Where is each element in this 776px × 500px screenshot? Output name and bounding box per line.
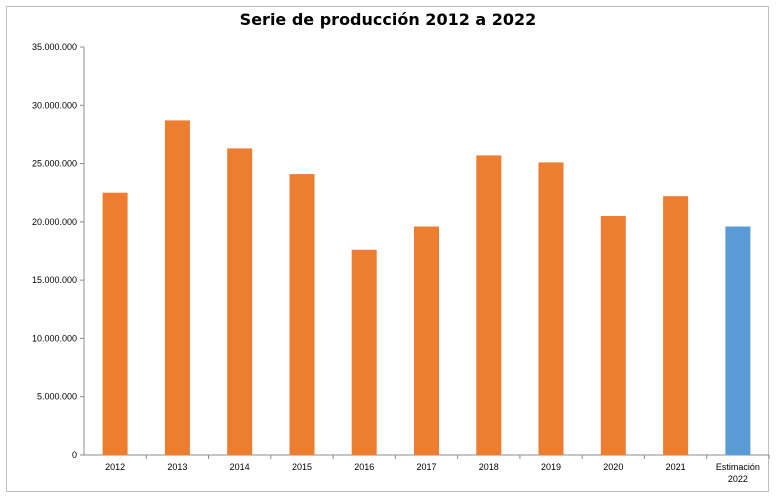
bar xyxy=(102,192,128,455)
x-tick-label: 2018 xyxy=(479,462,499,472)
x-tick-label: Estimación 2022 xyxy=(716,462,760,484)
bar xyxy=(351,249,377,455)
x-tick-label: 2016 xyxy=(354,462,374,472)
x-tick-label: 2017 xyxy=(416,462,436,472)
y-tick-label: 25.000.000 xyxy=(32,159,77,169)
x-tick-label: 2012 xyxy=(105,462,125,472)
bar xyxy=(414,226,439,455)
bar xyxy=(725,226,751,455)
y-tick-label: 15.000.000 xyxy=(32,275,77,285)
bar xyxy=(476,155,502,455)
bar xyxy=(164,120,190,456)
bar xyxy=(663,196,689,455)
x-tick-label: 2014 xyxy=(230,462,250,472)
chart-title: Serie de producción 2012 a 2022 xyxy=(239,10,537,29)
bar xyxy=(289,174,315,455)
bar xyxy=(600,216,626,455)
y-tick-label: 0 xyxy=(72,450,77,460)
x-tick-label: 2020 xyxy=(603,462,623,472)
y-tick-label: 30.000.000 xyxy=(32,100,77,110)
y-tick-label: 10.000.000 xyxy=(32,333,77,343)
x-tick-label: 2013 xyxy=(167,462,187,472)
bar xyxy=(538,162,564,455)
chart-frame xyxy=(6,6,769,492)
y-tick-label: 35.000.000 xyxy=(32,42,77,52)
y-tick-label: 5.000.000 xyxy=(37,392,77,402)
x-tick-label: 2015 xyxy=(292,462,312,472)
y-tick-label: 20.000.000 xyxy=(32,217,77,227)
x-tick-label: 2019 xyxy=(541,462,561,472)
x-tick-label: 2021 xyxy=(666,462,686,472)
bar xyxy=(227,148,253,455)
